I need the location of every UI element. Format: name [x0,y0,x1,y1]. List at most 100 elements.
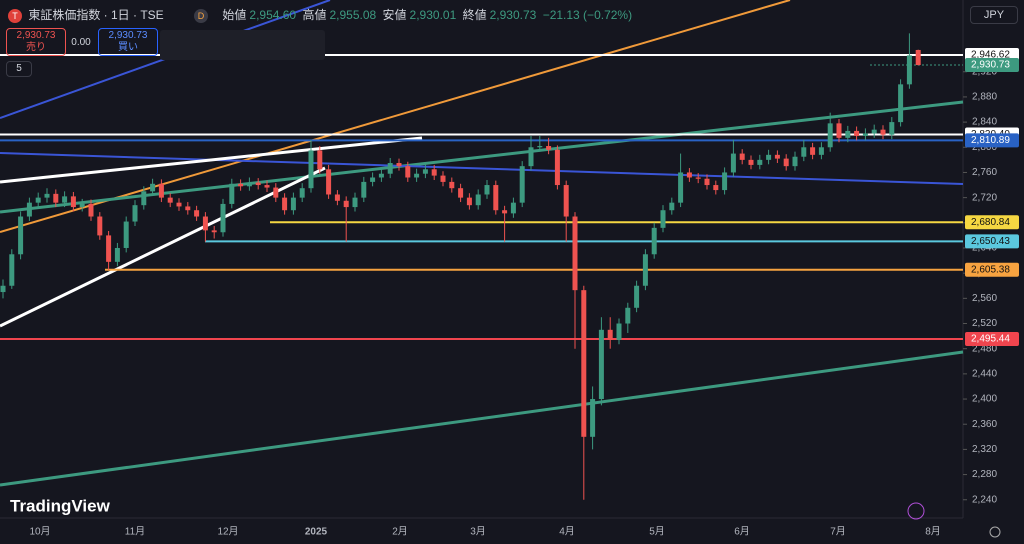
y-tick-label: 2,440 [972,369,997,380]
x-tick-label: 11月 [125,526,145,538]
candle-body [18,216,24,255]
candle-body [9,254,15,286]
candle-body [26,202,32,217]
candle-body [62,196,68,203]
x-tick-label: 6月 [734,526,750,538]
value: 2,930.73 [489,8,537,22]
x-tick-label: 2025 [305,527,328,538]
x-tick-label: 7月 [830,526,846,538]
candle-body [695,177,701,179]
candle-body [766,154,772,160]
candle-body [70,196,76,208]
candle-body [405,166,411,178]
price: 2,930.73 [16,30,56,41]
price-badge [965,57,1019,72]
candle-body [854,130,860,136]
y-tick-label: 2,720 [972,192,997,203]
x-tick-label: 10月 [29,526,50,538]
candle-body [880,129,886,135]
candle-body [422,169,428,174]
candle-body [88,203,94,217]
candle-body [510,202,516,214]
icon[interactable] [907,502,925,520]
candle-body [774,154,780,159]
y-tick-label: 2,880 [972,92,997,103]
candle-body [53,193,59,203]
drawing-toolbar [160,30,325,60]
settings-icon[interactable] [989,526,1001,538]
candle-body [264,185,270,188]
candle-body [220,203,226,233]
candle-body [801,147,807,157]
candle-body [678,172,684,203]
candle-body [176,202,182,207]
x-tick-label: 5月 [649,526,665,538]
x-tick-label: 4月 [559,526,575,538]
candle-body [625,307,631,324]
candle-body [537,146,543,148]
trend-line [0,0,791,233]
candle-body [862,133,868,136]
candle-body [141,191,147,206]
candle-body [273,187,279,198]
sell-button[interactable]: 2,930.73 売り [6,28,66,56]
candle-body [246,182,252,187]
candle-body [906,55,912,85]
candle-body [792,156,798,167]
trend-line [0,350,964,487]
y-tick-label: 2,360 [972,419,997,430]
symbol[interactable]: 東証株価指数 · 1日 · TSE [28,8,164,22]
candle-body [730,153,736,173]
candle-body [871,129,877,134]
header: T 東証株価指数 · 1日 · TSE D 始値 2,954.60 高値 2,955… [8,6,635,23]
spread: 0.00 [71,37,91,48]
candle-body [0,285,6,293]
candle-body [616,323,622,340]
indicators-toggle[interactable]: 5 [6,61,32,77]
candle-body [35,197,41,203]
candle-body [607,329,613,340]
candle-body [546,146,552,150]
candle-body [634,285,640,308]
candle-body [836,123,842,138]
candle-body [211,230,217,233]
trend-line [0,166,326,328]
label: 終値 [462,8,487,22]
candle-body [475,194,481,206]
candle-body [739,153,745,160]
candle-body [810,147,816,155]
candle-body [563,185,569,217]
currency[interactable]: JPY [970,6,1018,24]
candle-body [704,178,710,186]
candle-body [334,194,340,201]
candle-body [748,159,754,165]
price-label: 2,495.44 [971,334,1010,345]
x-tick-label: 3月 [470,526,486,538]
candle-body [158,183,164,198]
candle-body [915,49,921,65]
buy-button[interactable]: 2,930.73 買い [98,28,158,56]
x-tick-label: 12月 [217,526,238,538]
candles [0,33,921,500]
candle-body [554,149,560,186]
value: 2,930.01 [409,8,457,22]
candle-body [317,150,323,170]
candle-body [818,147,824,155]
candle-body [97,216,103,236]
candle-body [493,185,499,211]
candle-body [572,216,578,291]
candle-body [326,169,332,195]
candle-body [387,163,393,174]
price-lines: 2,946.622,930.732,820.402,810.892,680.84… [0,47,1019,346]
price-badge [965,133,1019,148]
y-tick-label: 2,520 [972,318,997,329]
candle-body [484,185,490,195]
candle-body [651,227,657,255]
interval-badge[interactable]: D [194,9,209,23]
candle-body [167,197,173,203]
price-label: 2,605.38 [971,264,1010,275]
candle-body [466,197,472,206]
price-badge [965,262,1019,277]
